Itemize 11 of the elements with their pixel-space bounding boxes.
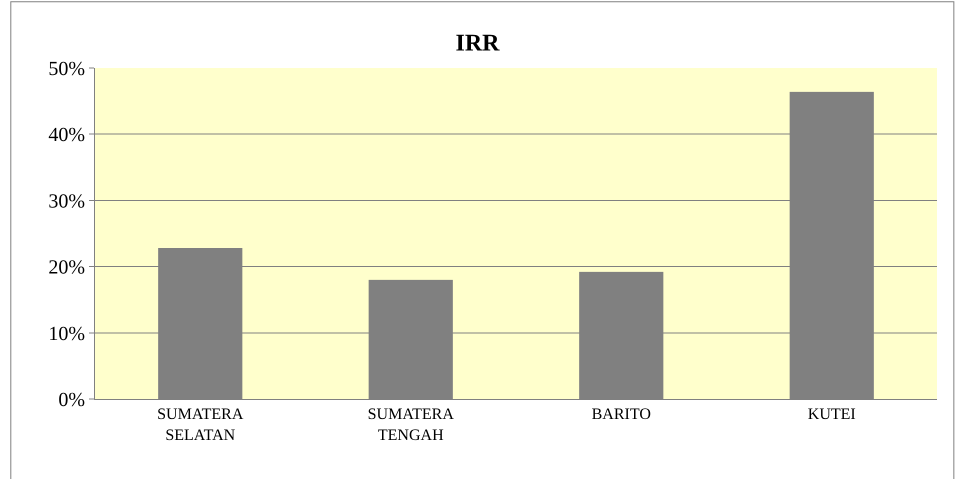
x-tick-label: KUTEI — [808, 406, 856, 424]
x-tick-label: SUMATERA SELATAN — [157, 406, 244, 444]
y-tick-label: 10% — [48, 322, 85, 345]
x-tick-label: SUMATERA TENGAH — [368, 406, 454, 444]
y-tick-label: 20% — [48, 256, 85, 279]
y-tick-label: 40% — [48, 124, 85, 146]
chart-title: IRR — [455, 30, 500, 56]
y-tick-label: 50% — [48, 58, 85, 80]
y-tick-label: 0% — [58, 389, 85, 411]
y-tick-label: 30% — [48, 190, 85, 212]
x-tick-label: BARITO — [592, 406, 651, 424]
